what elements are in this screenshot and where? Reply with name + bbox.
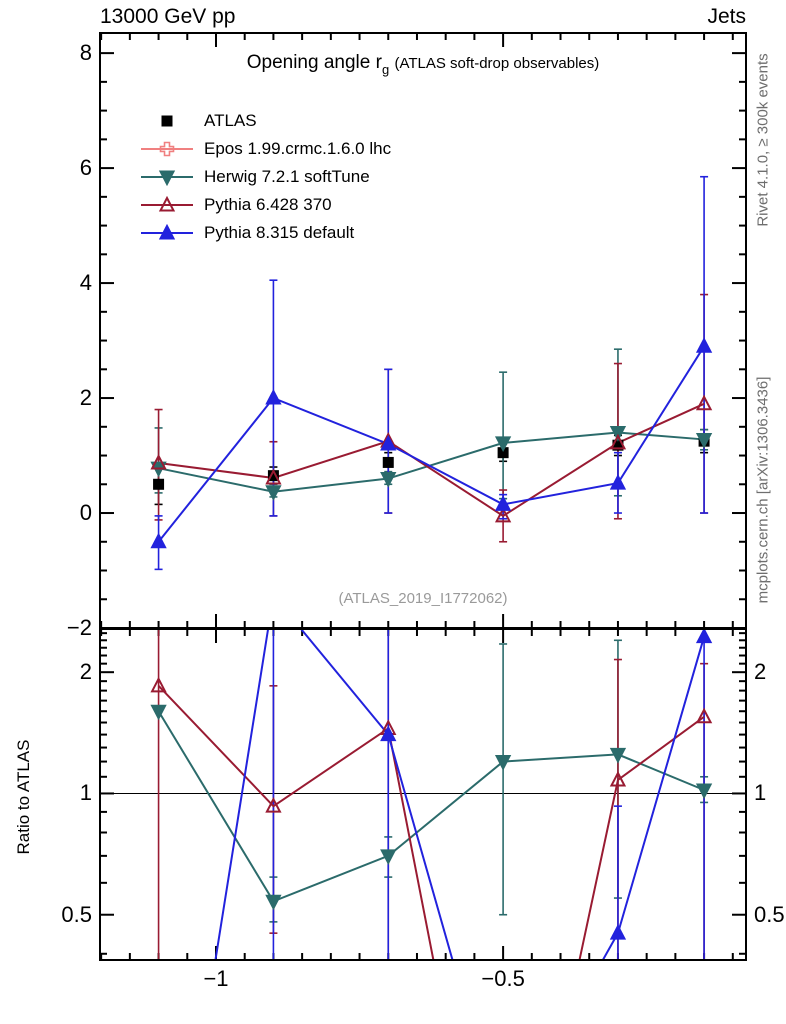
main-y-tick-label: 6 xyxy=(79,155,92,181)
legend: ATLAS Epos 1.99.crmc.1.6.0 lhc Herwig 7.2.… xyxy=(138,110,391,243)
legend-label: ATLAS xyxy=(204,110,257,130)
legend-label: Herwig 7.2.1 softTune xyxy=(204,166,370,186)
legend-label: Pythia 8.315 default xyxy=(204,222,355,242)
x-tick-label: −1 xyxy=(203,966,229,991)
triangle-up-icon xyxy=(141,195,193,211)
main-y-tick-label: 2 xyxy=(79,385,92,411)
main-y-tick-label: −2 xyxy=(66,615,92,640)
triangle-up-icon xyxy=(141,223,193,239)
legend-item-atlas: ATLAS xyxy=(138,110,391,131)
plot-title: Opening angle rg (ATLAS soft-drop observ… xyxy=(247,52,600,77)
ratio-y-tick-label-right: 2 xyxy=(754,659,767,685)
legend-label: Pythia 6.428 370 xyxy=(204,194,332,214)
legend-item-epos: Epos 1.99.crmc.1.6.0 lhc xyxy=(138,138,391,159)
beam-energy-label: 13000 GeV pp xyxy=(100,5,236,28)
legend-item-pythia: Pythia 8.315 default xyxy=(138,222,391,243)
main-y-tick-label: 4 xyxy=(79,270,92,296)
analysis-id-watermark: (ATLAS_2019_I1772062) xyxy=(338,590,508,607)
ratio-y-tick-label-right: 0.5 xyxy=(754,901,785,927)
ratio-y-tick-label-left: 0.5 xyxy=(61,901,92,927)
ratio-y-tick-label-left: 1 xyxy=(79,780,92,806)
main-y-tick-label: 8 xyxy=(79,40,92,66)
plot-title-subscript: g xyxy=(381,62,390,77)
legend-label: Epos 1.99.crmc.1.6.0 lhc xyxy=(204,138,392,158)
plot-title-suffix: (ATLAS soft-drop observables) xyxy=(394,55,600,72)
legend-item-pythia: Pythia 6.428 370 xyxy=(138,194,391,215)
open-cross-icon xyxy=(141,141,193,156)
square-icon xyxy=(161,115,173,126)
x-tick-label: −0.5 xyxy=(481,966,525,991)
ratio-y-tick-label-right: 1 xyxy=(754,780,767,806)
plot-title-main: Opening angle r xyxy=(246,52,382,73)
legend-item-herwig: Herwig 7.2.1 softTune xyxy=(138,166,391,187)
ratio-y-tick-label-left: 2 xyxy=(79,659,92,685)
analysis-group-label: Jets xyxy=(707,5,746,28)
triangle-down-icon xyxy=(141,170,193,186)
main-y-tick-label: 0 xyxy=(79,500,92,526)
